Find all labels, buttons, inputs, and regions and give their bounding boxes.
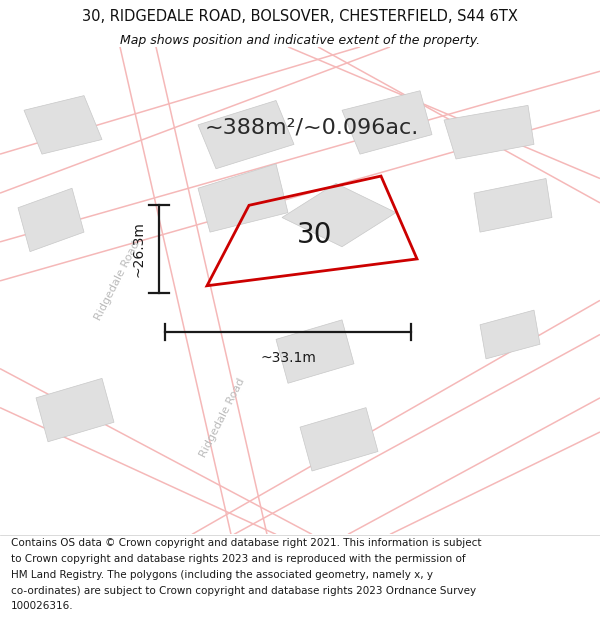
Polygon shape (300, 408, 378, 471)
Polygon shape (474, 179, 552, 232)
Text: Ridgedale Road: Ridgedale Road (197, 376, 247, 459)
Polygon shape (276, 320, 354, 383)
Polygon shape (480, 310, 540, 359)
Polygon shape (444, 106, 534, 159)
Text: ~26.3m: ~26.3m (132, 221, 146, 277)
Text: HM Land Registry. The polygons (including the associated geometry, namely x, y: HM Land Registry. The polygons (includin… (11, 570, 433, 580)
Text: Map shows position and indicative extent of the property.: Map shows position and indicative extent… (120, 34, 480, 47)
Text: Ridgedale Road: Ridgedale Road (92, 239, 142, 322)
Polygon shape (24, 96, 102, 154)
Polygon shape (342, 91, 432, 154)
Polygon shape (198, 164, 288, 232)
Polygon shape (282, 183, 396, 247)
Text: 30, RIDGEDALE ROAD, BOLSOVER, CHESTERFIELD, S44 6TX: 30, RIDGEDALE ROAD, BOLSOVER, CHESTERFIE… (82, 9, 518, 24)
Text: to Crown copyright and database rights 2023 and is reproduced with the permissio: to Crown copyright and database rights 2… (11, 554, 466, 564)
Polygon shape (198, 101, 294, 169)
Text: 100026316.: 100026316. (11, 601, 73, 611)
Polygon shape (18, 188, 84, 252)
Text: Contains OS data © Crown copyright and database right 2021. This information is : Contains OS data © Crown copyright and d… (11, 538, 481, 548)
Text: ~388m²/~0.096ac.: ~388m²/~0.096ac. (205, 118, 419, 138)
Text: ~33.1m: ~33.1m (260, 351, 316, 364)
Text: 30: 30 (297, 221, 333, 249)
Polygon shape (36, 378, 114, 442)
Text: co-ordinates) are subject to Crown copyright and database rights 2023 Ordnance S: co-ordinates) are subject to Crown copyr… (11, 586, 476, 596)
